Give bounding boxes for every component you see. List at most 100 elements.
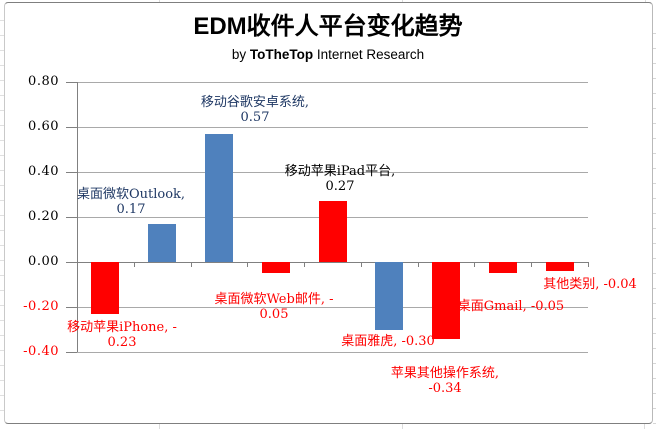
worksheet-gridline-stub [0, 395, 4, 396]
worksheet-gridline-stub [653, 93, 656, 94]
worksheet-gridline-stub [644, 424, 645, 429]
worksheet-gridline-stub [653, 48, 656, 49]
worksheet-gridline-stub [653, 288, 656, 289]
worksheet-gridline-stub [0, 170, 4, 171]
data-label-line: 0.57 [240, 110, 270, 125]
worksheet-gridline-stub [653, 78, 656, 79]
data-label-移动谷歌安卓系统: 移动谷歌安卓系统, 0.57 [160, 95, 350, 125]
worksheet-gridline-stub [0, 365, 4, 366]
data-label-line: 其他类别, -0.04 [543, 277, 637, 292]
worksheet-gridline-stub [0, 260, 4, 261]
y-axis-label: -0.20 [23, 299, 59, 314]
worksheet-gridline-stub [0, 50, 4, 51]
data-label-桌面微软Outlook: 桌面微软Outlook, 0.17 [36, 187, 226, 217]
worksheet-gridline-stub [653, 243, 656, 244]
worksheet-gridline-stub [0, 80, 4, 81]
data-label-桌面雅虎: 桌面雅虎, -0.30 [293, 334, 483, 349]
worksheet-gridline-stub [0, 410, 4, 411]
data-label-桌面Gmail: 桌面Gmail, -0.05 [416, 299, 606, 314]
worksheet-gridline-stub [653, 348, 656, 349]
worksheet-gridline-stub [653, 33, 656, 34]
worksheet-gridline-stub [653, 273, 656, 274]
data-label-line: 0.27 [325, 179, 355, 194]
x-axis-tick [134, 262, 135, 267]
x-axis-tick [191, 262, 192, 267]
gridline [77, 82, 588, 83]
worksheet-gridline-stub [0, 245, 4, 246]
worksheet-gridline-stub [0, 35, 4, 36]
data-label-桌面微软Web邮件: 桌面微软Web邮件, -0.05 [179, 292, 369, 322]
worksheet-gridline-stub [0, 230, 4, 231]
bar-桌面微软Web邮件[interactable] [262, 262, 290, 273]
worksheet-gridline-stub [653, 363, 656, 364]
data-label-line: -0.34 [428, 381, 462, 396]
worksheet-gridline-stub [0, 125, 4, 126]
data-label-line: 苹果其他操作系统, [390, 366, 500, 381]
worksheet-gridline-stub [0, 275, 4, 276]
worksheet-gridline-stub [0, 140, 4, 141]
worksheet-gridline-stub [0, 65, 4, 66]
worksheet-gridline-stub [653, 63, 656, 64]
worksheet-gridline-stub [653, 228, 656, 229]
worksheet-gridline-stub [0, 110, 4, 111]
x-axis-tick [588, 262, 589, 267]
data-label-苹果其他操作系统: 苹果其他操作系统, -0.34 [350, 366, 540, 396]
x-axis-tick [531, 262, 532, 267]
data-label-line: 桌面微软Outlook, [76, 187, 186, 202]
data-label-line: 移动谷歌安卓系统, [200, 95, 310, 110]
bar-移动谷歌安卓系统[interactable] [205, 134, 233, 262]
y-axis-label: 0.20 [28, 209, 59, 224]
y-axis-line [77, 82, 78, 352]
bar-桌面雅虎[interactable] [375, 262, 403, 330]
worksheet-gridline-stub [159, 0, 160, 2]
y-axis-label: 0.60 [28, 119, 59, 134]
worksheet-gridline-stub [653, 213, 656, 214]
data-label-移动苹果iPhone: 移动苹果iPhone, -0.23 [27, 320, 217, 350]
worksheet-gridline-stub [159, 424, 160, 429]
bar-其他类别[interactable] [546, 262, 574, 271]
worksheet-gridline-stub [653, 423, 656, 424]
bar-移动苹果iPad平台[interactable] [319, 201, 347, 262]
y-axis-tick [66, 217, 77, 218]
y-axis-label: -0.40 [23, 344, 59, 359]
data-label-其他类别: 其他类别, -0.04 [495, 277, 656, 292]
worksheet-gridline-stub [653, 123, 656, 124]
subtitle-brand: ToTheTop [249, 47, 314, 62]
y-axis-tick [66, 262, 77, 263]
worksheet-gridline-stub [0, 215, 4, 216]
worksheet-gridline-stub [653, 303, 656, 304]
y-axis-tick [66, 127, 77, 128]
bar-苹果其他操作系统[interactable] [432, 262, 460, 339]
worksheet-gridline-stub [0, 335, 4, 336]
chart-subtitle: by ToTheTop Internet Research [0, 46, 656, 63]
x-axis-tick [361, 262, 362, 267]
bar-移动苹果iPhone[interactable] [91, 262, 119, 314]
worksheet-gridline-stub [0, 200, 4, 201]
worksheet-gridline-stub [653, 333, 656, 334]
data-label-line: 桌面Gmail, -0.05 [457, 299, 565, 314]
x-axis-tick [304, 262, 305, 267]
worksheet-gridline-stub [653, 378, 656, 379]
worksheet-gridline-stub [653, 183, 656, 184]
worksheet-gridline-stub [653, 138, 656, 139]
worksheet-gridline-stub [653, 258, 656, 259]
bar-桌面微软Outlook[interactable] [148, 224, 176, 262]
y-axis-tick [66, 172, 77, 173]
y-axis-label: 0.80 [28, 74, 59, 89]
data-label-line: 桌面微软Web邮件, - [214, 292, 334, 307]
y-axis-tick [66, 307, 77, 308]
worksheet-gridline-stub [0, 350, 4, 351]
gridline [77, 352, 588, 353]
worksheet-gridline-stub [653, 198, 656, 199]
worksheet-gridline-stub [0, 305, 4, 306]
worksheet-gridline-stub [653, 168, 656, 169]
worksheet-gridline-stub [653, 153, 656, 154]
chart-title: EDM收件人平台变化趋势 [193, 13, 463, 40]
worksheet-gridline-stub [645, 0, 646, 2]
x-axis-tick [474, 262, 475, 267]
worksheet-gridline-stub [402, 424, 403, 429]
data-label-移动苹果iPad平台: 移动苹果iPad平台, 0.27 [245, 164, 435, 194]
bar-桌面Gmail[interactable] [489, 262, 517, 273]
